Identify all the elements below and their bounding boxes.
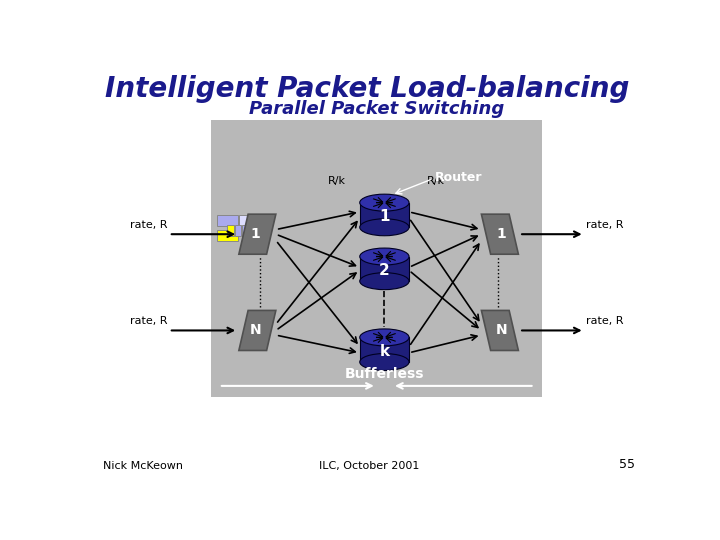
Bar xyxy=(217,231,238,241)
Text: R/k: R/k xyxy=(427,177,445,186)
Text: Router: Router xyxy=(434,171,482,184)
Ellipse shape xyxy=(360,329,409,346)
Ellipse shape xyxy=(360,194,409,211)
Text: Parallel Packet Switching: Parallel Packet Switching xyxy=(249,100,504,118)
Text: N: N xyxy=(250,323,261,338)
Bar xyxy=(227,225,234,236)
Polygon shape xyxy=(482,214,518,254)
Text: 55: 55 xyxy=(618,458,634,471)
Text: Bufferless: Bufferless xyxy=(345,367,424,381)
Bar xyxy=(239,215,250,226)
Bar xyxy=(360,338,409,362)
Text: ILC, October 2001: ILC, October 2001 xyxy=(319,461,419,471)
Text: 2: 2 xyxy=(379,263,390,278)
Ellipse shape xyxy=(360,354,409,370)
Bar xyxy=(360,256,409,281)
Text: Nick McKeown: Nick McKeown xyxy=(104,461,184,471)
Text: rate, R: rate, R xyxy=(586,220,624,229)
Ellipse shape xyxy=(360,273,409,289)
Text: 1: 1 xyxy=(379,209,390,224)
Text: rate, R: rate, R xyxy=(586,316,624,326)
Bar xyxy=(242,225,248,236)
Polygon shape xyxy=(482,310,518,350)
Polygon shape xyxy=(239,214,276,254)
Text: N: N xyxy=(495,323,508,338)
Ellipse shape xyxy=(360,248,409,265)
Text: Intelligent Packet Load-balancing: Intelligent Packet Load-balancing xyxy=(105,76,630,104)
Text: rate, R: rate, R xyxy=(130,316,167,326)
Bar xyxy=(211,120,542,397)
Bar xyxy=(235,225,241,236)
Text: R/k: R/k xyxy=(328,177,346,186)
Bar xyxy=(217,215,238,226)
Bar xyxy=(360,202,409,227)
Polygon shape xyxy=(239,310,276,350)
Text: 1: 1 xyxy=(497,227,506,241)
Text: 1: 1 xyxy=(251,227,261,241)
Text: rate, R: rate, R xyxy=(130,220,167,229)
Text: k: k xyxy=(379,344,390,359)
Ellipse shape xyxy=(360,219,409,236)
